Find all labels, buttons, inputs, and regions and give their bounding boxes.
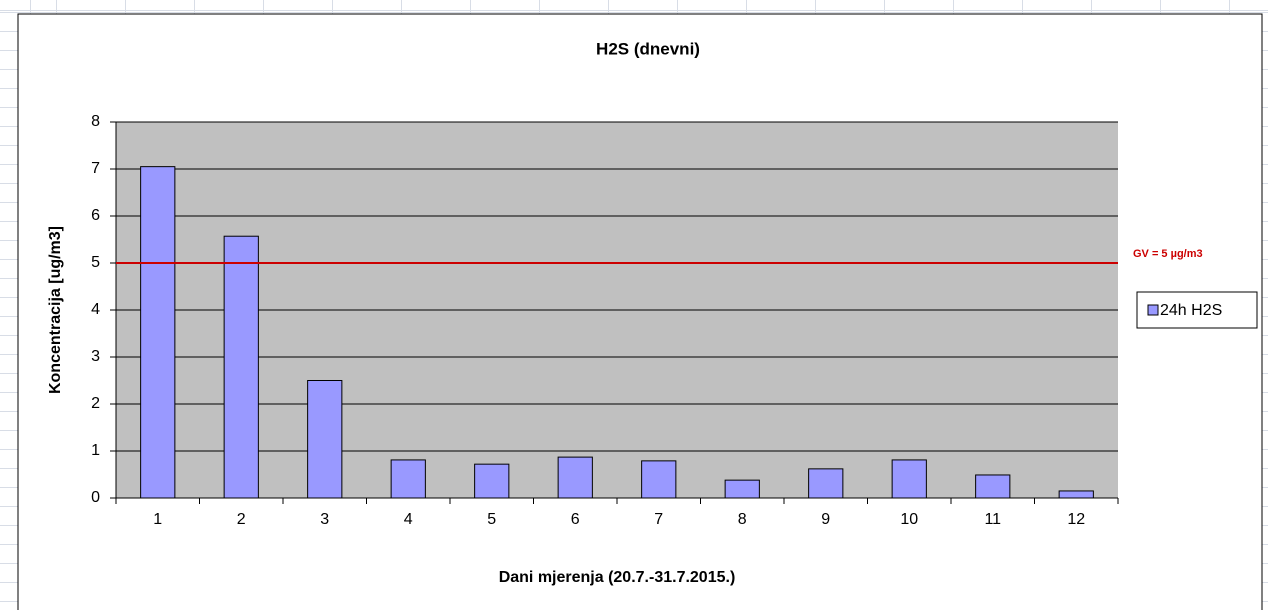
x-tick-label: 5	[487, 511, 496, 528]
x-tick-label: 1	[153, 511, 162, 528]
x-tick-label: 3	[320, 511, 329, 528]
bar	[307, 380, 343, 499]
x-tick-label: 12	[1067, 511, 1085, 528]
bar	[724, 479, 760, 499]
y-tick-label: 3	[91, 348, 100, 365]
y-tick-label: 4	[91, 301, 100, 318]
y-tick-label: 8	[91, 113, 100, 130]
bar	[390, 459, 426, 499]
y-tick-label: 7	[91, 160, 100, 177]
x-tick-label: 10	[900, 511, 918, 528]
x-tick-label: 9	[821, 511, 830, 528]
x-tick-label: 7	[654, 511, 663, 528]
reference-label: GV = 5 µg/m3	[1133, 248, 1203, 260]
y-tick-label: 5	[91, 254, 100, 271]
y-tick-label: 6	[91, 207, 100, 224]
bar	[641, 460, 677, 499]
bar	[1058, 490, 1094, 499]
bar	[975, 474, 1011, 499]
bar	[140, 166, 176, 499]
bar	[557, 456, 593, 499]
y-axis-label: Koncentracija [ug/m3]	[47, 226, 64, 394]
legend-swatch	[1147, 304, 1159, 316]
x-tick-label: 8	[738, 511, 747, 528]
bar	[808, 468, 844, 499]
bar	[223, 235, 259, 499]
bar	[891, 459, 927, 499]
legend-box	[1136, 291, 1258, 329]
x-tick-label: 6	[571, 511, 580, 528]
y-tick-label: 1	[91, 442, 100, 459]
y-tick-label: 2	[91, 395, 100, 412]
bar	[474, 463, 510, 499]
legend-label: 24h H2S	[1160, 302, 1222, 319]
x-axis-label: Dani mjerenja (20.7.-31.7.2015.)	[499, 569, 736, 586]
y-tick-label: 0	[91, 489, 100, 506]
chart-title: H2S (dnevni)	[596, 39, 700, 58]
x-tick-label: 4	[404, 511, 413, 528]
x-tick-label: 11	[984, 511, 1001, 528]
x-tick-label: 2	[237, 511, 246, 528]
